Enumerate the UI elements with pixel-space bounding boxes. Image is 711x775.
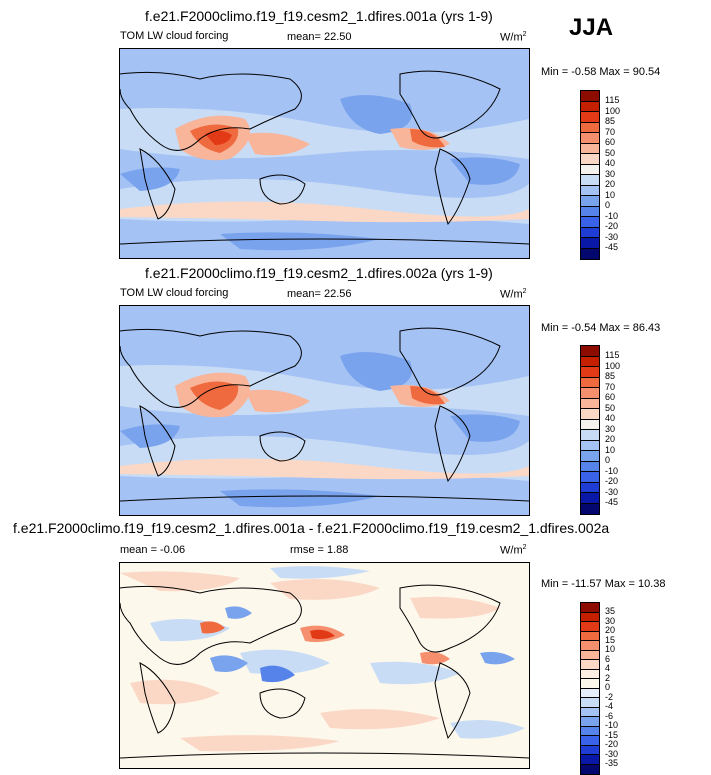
panel2-colorbar (580, 345, 600, 515)
panel2-map (119, 305, 530, 516)
panel2-mean: mean= 22.56 (287, 288, 352, 300)
panel2-colorbar-labels: 115 100 85 70 60 50 40 30 20 10 0 -10 -2… (605, 350, 621, 507)
panel3-mean: mean = -0.06 (120, 544, 186, 556)
panel2-title: f.e21.F2000climo.f19_f19.cesm2_1.dfires.… (145, 265, 493, 281)
panel3-colorbar-labels: 35 30 20 15 10 6 4 2 0 -2 -4 -6 -10 -15 … (605, 606, 619, 768)
panel1-minmax: Min = -0.58 Max = 90.54 (541, 66, 661, 78)
panel3-rmse: rmse = 1.88 (290, 544, 349, 556)
panel2-minmax: Min = -0.54 Max = 86.43 (541, 322, 661, 334)
panel1-variable-label: TOM LW cloud forcing (120, 30, 229, 42)
panel1-colorbar (580, 90, 600, 260)
panel3-minmax: Min = -11.57 Max = 10.38 (541, 578, 666, 590)
panel3-map (119, 562, 530, 769)
panel1-colorbar-labels: 115 100 85 70 60 50 40 30 20 10 0 -10 -2… (605, 95, 621, 252)
panel3-colorbar (580, 602, 600, 775)
season-label: JJA (569, 14, 614, 41)
panel3-field (120, 563, 529, 768)
panel1-map (119, 48, 530, 259)
panel3-units: W/m2 (500, 544, 527, 557)
panel2-variable-label: TOM LW cloud forcing (120, 287, 229, 299)
panel1-field (120, 49, 529, 258)
panel2-units: W/m2 (500, 288, 527, 301)
panel1-mean: mean= 22.50 (287, 31, 352, 43)
panel1-title: f.e21.F2000climo.f19_f19.cesm2_1.dfires.… (145, 8, 493, 24)
panel3-title: f.e21.F2000climo.f19_f19.cesm2_1.dfires.… (13, 520, 610, 536)
panel1-units: W/m2 (500, 31, 527, 44)
panel2-field (120, 306, 529, 515)
